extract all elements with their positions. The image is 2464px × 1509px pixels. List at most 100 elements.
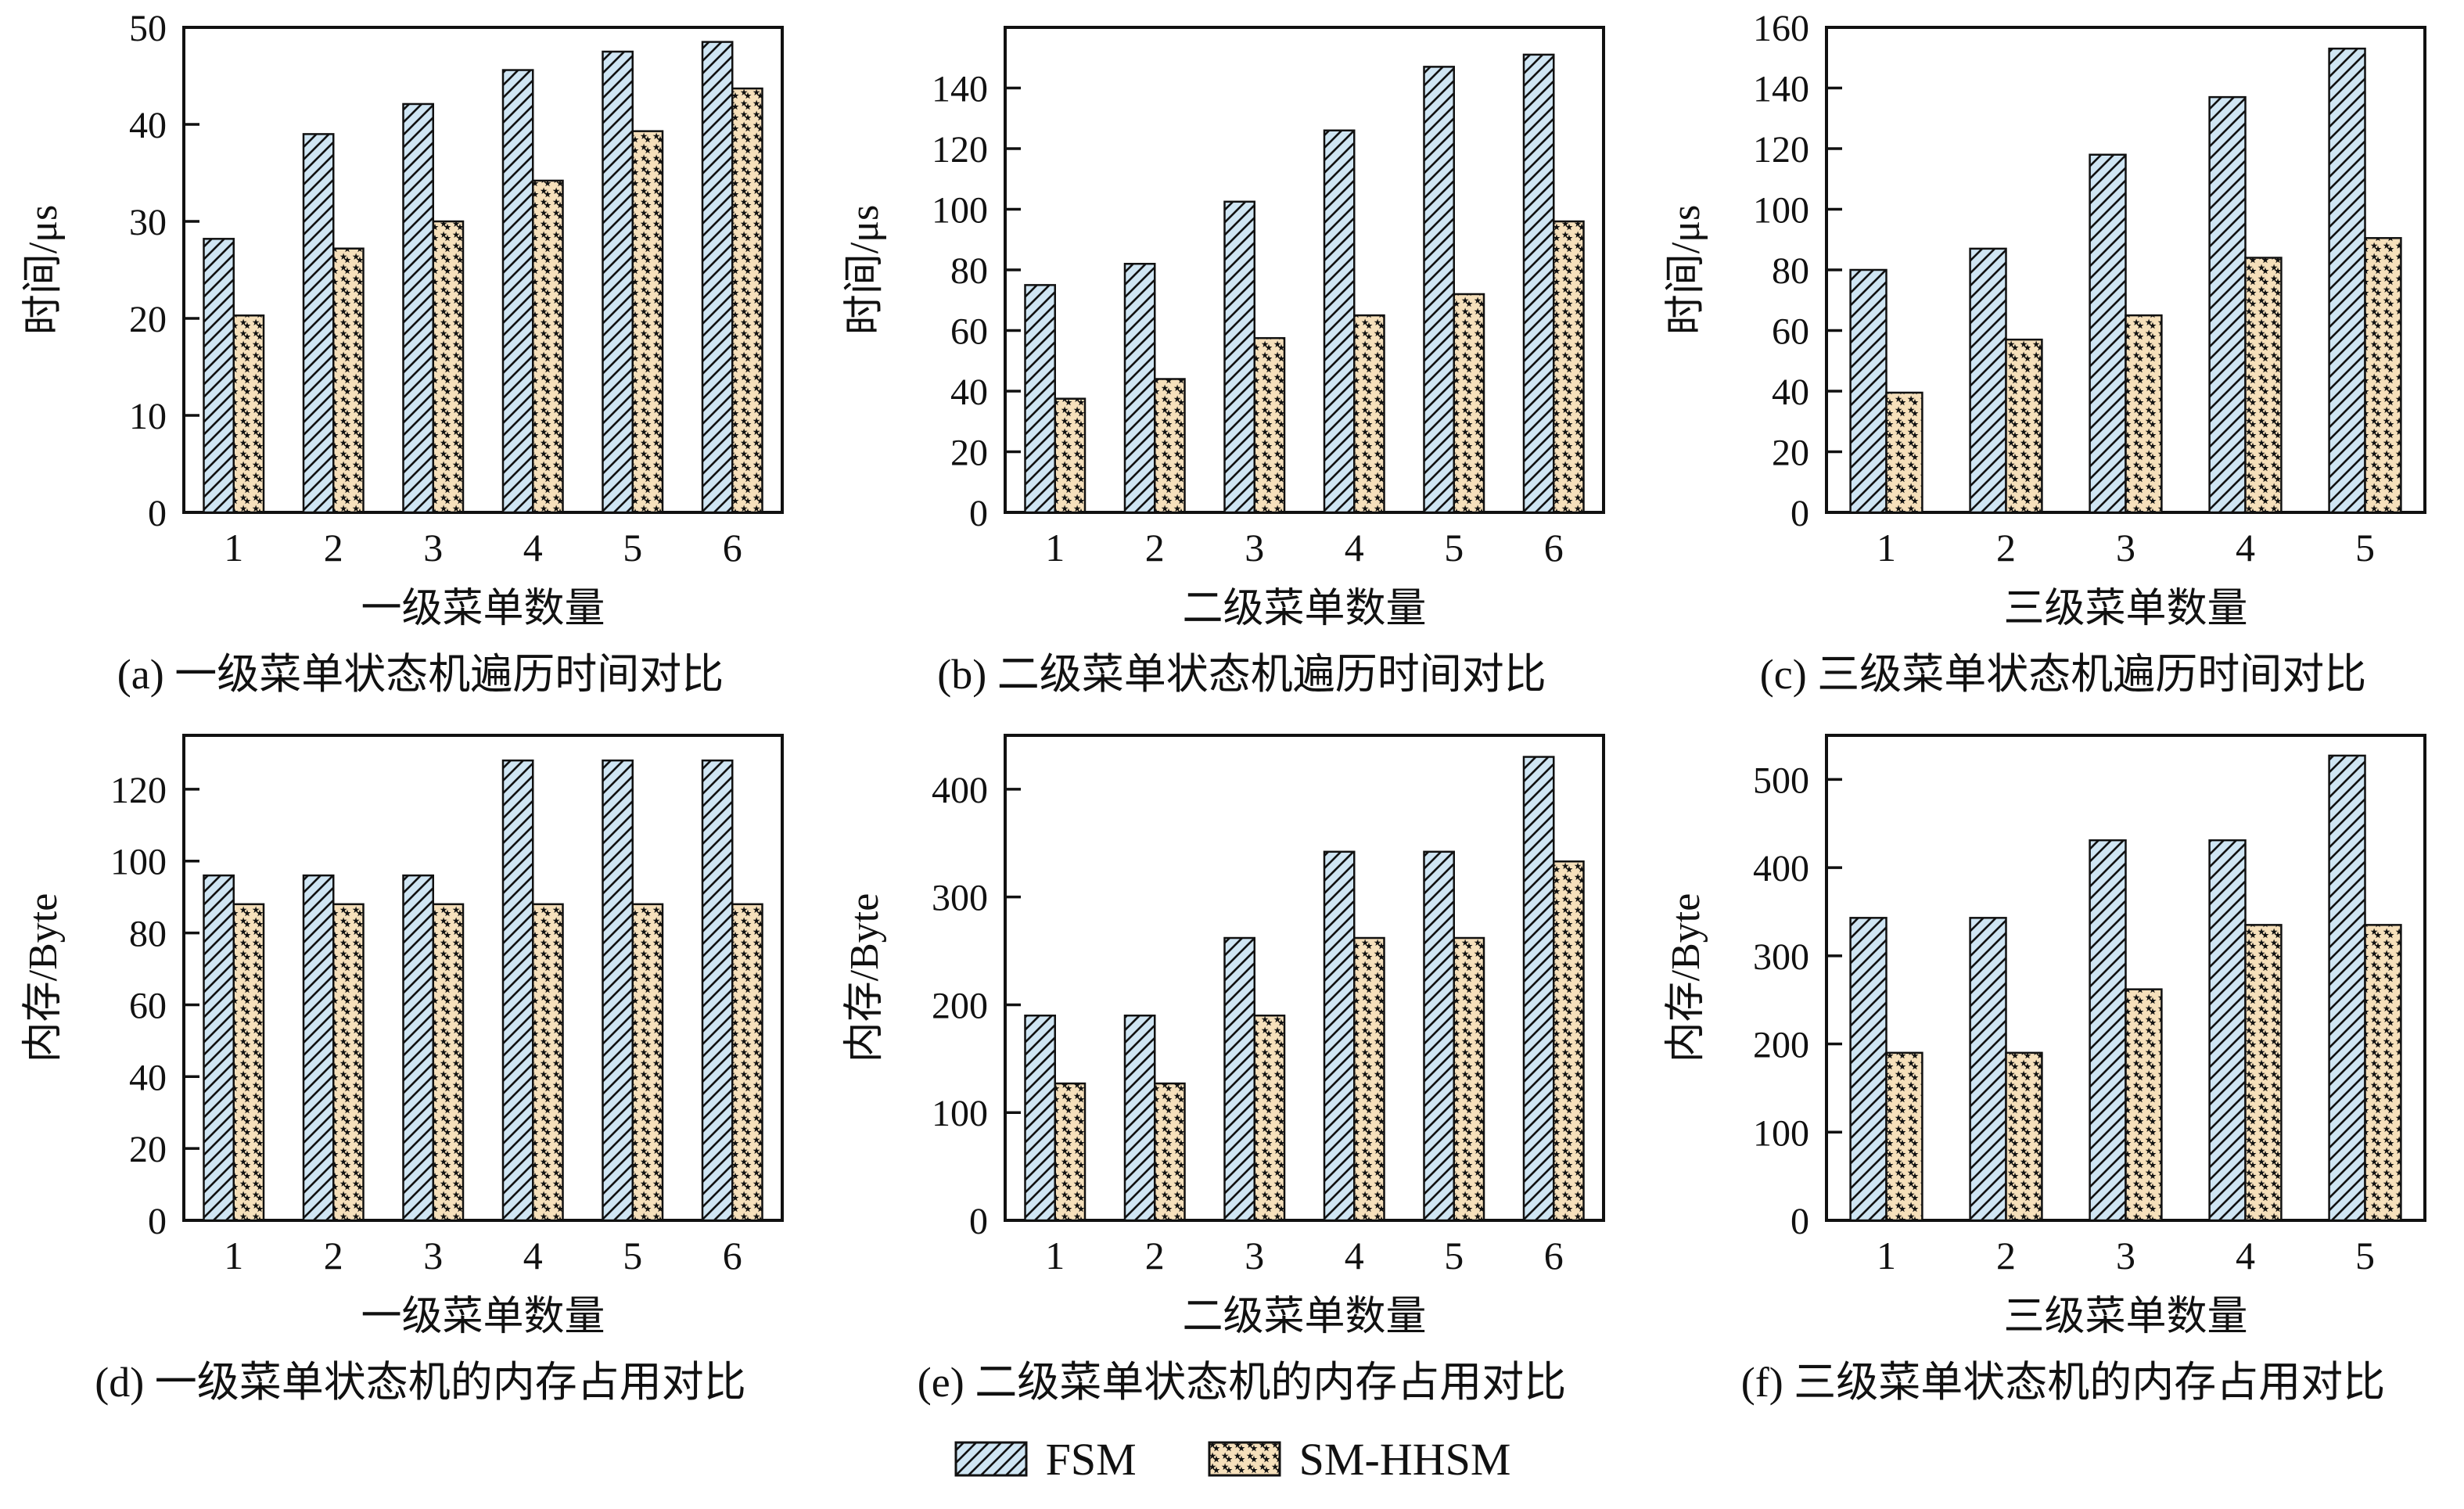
bar-fsm: [701, 759, 734, 1222]
y-tick-label: 20: [1772, 433, 1809, 474]
bar-smhhsm: [1353, 314, 1385, 514]
bar-smhhsm: [631, 903, 664, 1222]
bar-smhhsm: [1253, 1014, 1286, 1222]
bar-fsm: [602, 50, 634, 514]
plot-frame: [182, 26, 784, 514]
y-tick-label: 40: [129, 1057, 167, 1098]
bar-smhhsm: [2364, 924, 2402, 1222]
y-axis-label: 时间/μs: [842, 205, 887, 336]
y-tick-label: 0: [969, 493, 988, 534]
bar-fsm: [1123, 263, 1156, 514]
y-tick-label: 60: [129, 985, 167, 1026]
chart-svg-e: 0 100 200 300 400 内存/Byte 1 2 3 4 5 6 二级菜单数量 (e) 二级菜单…: [842, 734, 1605, 1406]
bar-smhhsm: [532, 903, 564, 1222]
x-tick-label: 4: [523, 1234, 543, 1277]
y-tick-label: 0: [1791, 493, 1809, 534]
y-tick-label: 120: [110, 770, 167, 811]
x-tick-label: 5: [623, 526, 642, 569]
bar-smhhsm: [1353, 936, 1385, 1222]
y-tick-label: 0: [148, 493, 167, 534]
bar-fsm: [2328, 754, 2366, 1222]
x-tick-label: 5: [623, 1234, 642, 1277]
bar-smhhsm: [232, 314, 265, 514]
bar-fsm: [1323, 129, 1356, 514]
x-axis-label: 一级菜单数量: [361, 587, 605, 631]
y-tick-label: 500: [1753, 760, 1809, 801]
y-tick-label: 30: [129, 202, 167, 243]
x-tick-label: 2: [1145, 526, 1165, 569]
bar-fsm: [1123, 1014, 1156, 1222]
chart-svg-f: 0 100 200 300 400 500 内存/Byte 1 2 3 4 5 三级菜单数量 (f) 三级…: [1664, 734, 2426, 1406]
y-tick-label: 60: [1772, 311, 1809, 353]
bar-smhhsm: [232, 903, 265, 1222]
x-tick-label: 3: [1245, 526, 1264, 569]
x-axis-label: 二级菜单数量: [1182, 587, 1426, 631]
bar-smhhsm: [1054, 1082, 1087, 1222]
x-tick-label: 3: [2116, 1234, 2135, 1277]
legend-item-fsm: FSM: [954, 1433, 1137, 1486]
bar-fsm: [2208, 839, 2247, 1222]
y-tick-label: 300: [1753, 936, 1809, 978]
y-tick-label: 20: [129, 299, 167, 340]
bar-smhhsm: [332, 903, 365, 1222]
x-tick-label: 3: [1245, 1234, 1264, 1277]
x-tick-label: 4: [523, 526, 543, 569]
y-tick-label: 40: [950, 372, 988, 413]
x-tick-label: 4: [2236, 1234, 2255, 1277]
y-tick-label: 100: [932, 190, 988, 232]
y-tick-label: 0: [969, 1201, 988, 1242]
bar-fsm: [1522, 756, 1555, 1222]
x-tick-label: 2: [1145, 1234, 1165, 1277]
bar-smhhsm: [332, 247, 365, 514]
y-tick-label: 10: [129, 396, 167, 437]
bar-fsm: [2328, 47, 2366, 514]
bar-smhhsm: [2244, 257, 2283, 514]
bar-smhhsm: [2005, 1051, 2043, 1222]
y-axis-label: 内存/Byte: [21, 893, 66, 1063]
x-tick-label: 4: [1345, 526, 1364, 569]
x-tick-label: 5: [1444, 1234, 1464, 1277]
bar-smhhsm: [1154, 378, 1186, 514]
legend-label-fsm: FSM: [1045, 1433, 1137, 1485]
bar-smhhsm: [2125, 988, 2163, 1222]
x-tick-label: 6: [723, 1234, 742, 1277]
bar-smhhsm: [1885, 391, 1923, 514]
legend-swatch-fsm-icon: [954, 1441, 1028, 1477]
x-axis-label: 二级菜单数量: [1182, 1295, 1426, 1339]
bar-fsm: [1849, 268, 1888, 514]
bar-smhhsm: [631, 130, 664, 514]
y-tick-label: 80: [1772, 250, 1809, 292]
y-tick-label: 50: [129, 8, 167, 49]
bar-smhhsm: [2125, 314, 2163, 514]
bar-fsm: [1849, 917, 1888, 1222]
y-tick-label: 300: [932, 878, 988, 919]
panel-caption: (a) 一级菜单状态机遍历时间对比: [117, 651, 724, 698]
x-tick-label: 6: [1544, 526, 1564, 569]
bar-fsm: [1423, 66, 1455, 514]
chart-svg-b: 0 20 40 60 80 100 120 140 时间/μs 1 2 3 4 5 6 二级菜单数量 (b) 二…: [842, 26, 1605, 698]
legend-swatch-sm-hhsm-icon: [1208, 1441, 1281, 1477]
y-tick-label: 100: [1753, 1112, 1809, 1154]
bar-smhhsm: [1253, 336, 1286, 514]
plot-frame: [182, 734, 784, 1222]
chart-panel-a: 0 10 20 30 40 50 时间/μs 1 2 3 4 5 6 一级菜单数量 (a) 一级菜单状态机遍…: [0, 0, 821, 708]
bar-fsm: [501, 69, 534, 514]
bar-smhhsm: [1154, 1082, 1186, 1222]
chart-svg-c: 0 20 40 60 80 100 120 140 160 时间/μs 1 2 3 4 5 三级菜单数量 (c)…: [1664, 8, 2426, 698]
chart-panel-c: 0 20 40 60 80 100 120 140 160 时间/μs 1 2 3 4 5 三级菜单数量 (c)…: [1643, 0, 2464, 708]
bar-fsm: [402, 874, 434, 1222]
bar-fsm: [302, 133, 335, 514]
plot-frame: [1004, 734, 1605, 1222]
x-axis-label: 三级菜单数量: [2003, 587, 2247, 631]
bar-fsm: [203, 874, 235, 1222]
y-tick-label: 0: [148, 1201, 167, 1242]
y-tick-label: 20: [950, 433, 988, 474]
y-tick-label: 40: [1772, 372, 1809, 413]
y-tick-label: 0: [1791, 1201, 1809, 1242]
bar-smhhsm: [1885, 1051, 1923, 1222]
x-tick-label: 5: [2355, 1234, 2375, 1277]
y-axis-label: 内存/Byte: [1664, 893, 1708, 1063]
bar-fsm: [402, 102, 434, 514]
y-tick-label: 140: [1753, 69, 1809, 110]
bar-smhhsm: [1453, 936, 1485, 1222]
